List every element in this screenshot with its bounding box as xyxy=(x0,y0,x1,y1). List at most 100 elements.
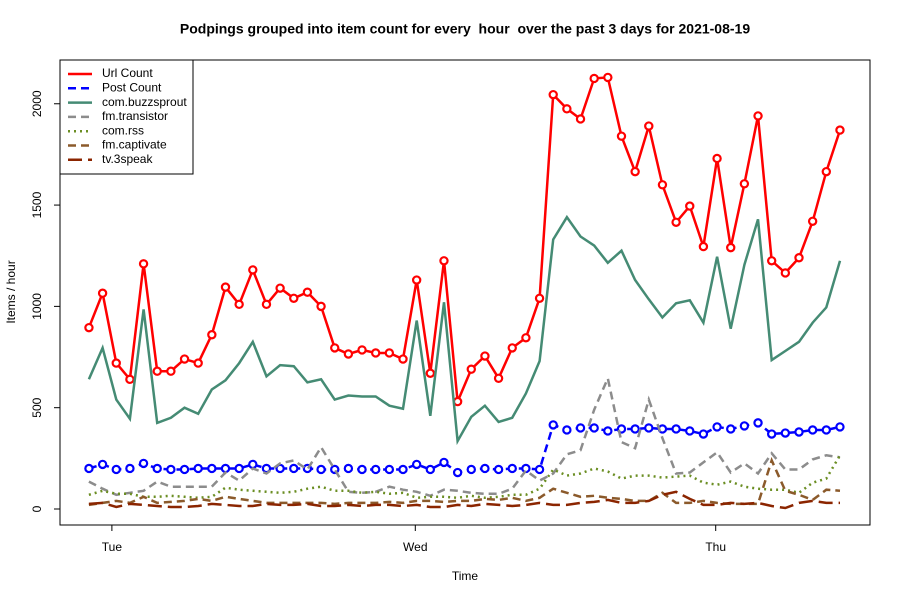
point-marker xyxy=(384,348,395,358)
point-marker xyxy=(248,265,258,275)
legend-label: fm.transistor xyxy=(102,109,168,123)
series-line xyxy=(87,214,842,446)
y-tick-label: 1000 xyxy=(30,293,44,320)
point-marker xyxy=(630,424,640,434)
x-tick-label: Wed xyxy=(403,540,427,554)
point-marker xyxy=(330,343,340,353)
point-marker xyxy=(575,423,586,433)
point-marker xyxy=(835,125,845,135)
point-marker xyxy=(534,293,545,303)
point-marker xyxy=(207,330,217,340)
point-marker xyxy=(493,464,504,475)
point-marker xyxy=(753,111,763,121)
point-marker xyxy=(466,464,476,475)
point-marker xyxy=(316,301,326,312)
point-marker xyxy=(685,426,695,436)
point-marker xyxy=(589,423,599,433)
point-marker xyxy=(521,333,531,343)
point-marker xyxy=(411,459,422,470)
chart-title: Podpings grouped into item count for eve… xyxy=(180,21,750,37)
point-marker xyxy=(425,368,436,378)
point-marker xyxy=(316,464,326,475)
point-marker xyxy=(193,463,203,474)
point-marker xyxy=(630,166,640,177)
y-tick-label: 1500 xyxy=(30,191,44,218)
point-marker xyxy=(794,427,804,437)
series-line xyxy=(88,454,842,500)
point-marker xyxy=(234,299,244,310)
point-marker xyxy=(289,293,299,303)
point-marker xyxy=(138,458,149,469)
point-marker xyxy=(97,288,108,298)
point-marker xyxy=(398,354,408,364)
y-tick-label: 500 xyxy=(30,397,44,417)
point-marker xyxy=(370,464,381,475)
point-marker xyxy=(111,358,121,368)
point-marker xyxy=(644,121,654,131)
point-marker xyxy=(807,425,818,435)
point-marker xyxy=(207,463,217,474)
point-marker xyxy=(152,463,162,474)
point-marker xyxy=(671,424,681,434)
point-marker xyxy=(193,358,203,368)
point-marker xyxy=(780,428,791,438)
point-marker xyxy=(179,464,190,475)
point-marker xyxy=(807,216,818,226)
point-marker xyxy=(248,459,258,470)
point-marker xyxy=(766,256,777,266)
point-marker xyxy=(370,348,381,358)
point-marker xyxy=(357,464,367,475)
point-marker xyxy=(220,282,231,292)
x-tick-label: Tue xyxy=(102,540,123,554)
point-marker xyxy=(398,464,408,475)
point-marker xyxy=(698,241,709,252)
point-marker xyxy=(644,423,654,433)
point-marker xyxy=(343,349,354,359)
point-marker xyxy=(562,425,572,435)
point-marker xyxy=(821,425,832,435)
point-marker xyxy=(439,256,449,266)
point-marker xyxy=(548,420,558,430)
point-marker xyxy=(534,464,545,475)
x-axis-label: Time xyxy=(452,569,479,583)
point-marker xyxy=(603,72,613,83)
legend-label: Post Count xyxy=(102,80,162,94)
point-marker xyxy=(84,463,94,474)
point-marker xyxy=(152,366,162,376)
point-marker xyxy=(275,283,285,293)
point-marker xyxy=(357,345,367,355)
point-marker xyxy=(125,374,135,385)
point-marker xyxy=(753,418,763,428)
point-marker xyxy=(766,429,777,439)
legend-label: com.rss xyxy=(102,123,144,137)
point-marker xyxy=(562,104,572,114)
point-marker xyxy=(780,268,791,278)
point-marker xyxy=(835,422,845,432)
point-marker xyxy=(234,463,244,474)
legend-label: tv.3speak xyxy=(102,152,153,166)
point-marker xyxy=(289,463,299,474)
legend-label: Url Count xyxy=(102,66,153,80)
y-tick-label: 2000 xyxy=(30,90,44,117)
point-marker xyxy=(384,464,395,475)
point-marker xyxy=(739,421,750,431)
legend-label: com.buzzsprout xyxy=(102,95,187,109)
y-tick-label: 0 xyxy=(30,505,44,512)
point-marker xyxy=(166,464,176,475)
point-marker xyxy=(685,201,695,211)
point-marker xyxy=(548,89,558,100)
point-marker xyxy=(439,457,449,468)
point-marker xyxy=(302,287,313,297)
series-line xyxy=(88,374,841,498)
point-marker xyxy=(343,463,354,474)
point-marker xyxy=(698,429,709,439)
point-marker xyxy=(261,299,272,310)
point-marker xyxy=(821,166,832,177)
series-line xyxy=(88,490,840,510)
point-marker xyxy=(97,459,108,470)
point-marker xyxy=(493,373,504,384)
point-marker xyxy=(739,179,750,189)
point-marker xyxy=(712,153,722,164)
point-marker xyxy=(726,242,736,253)
